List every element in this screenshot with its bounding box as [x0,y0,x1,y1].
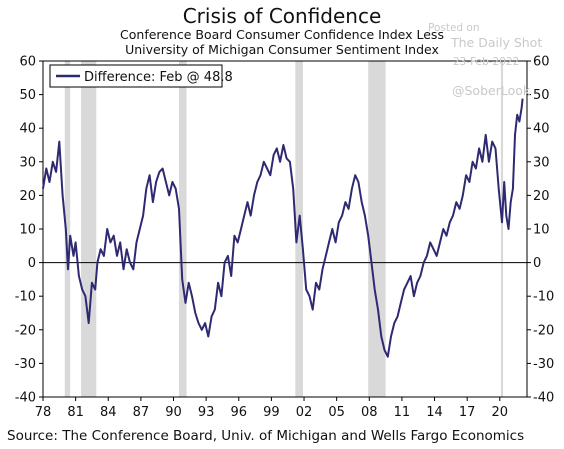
y-tick-label-left: 30 [19,155,36,170]
x-tick-label: 93 [198,405,215,420]
x-axis: 78 81 84 87 90 93 96 99 02 05 08 11 14 17 20 [35,397,508,420]
y-tick-label-left: -40 [15,391,36,406]
y-tick-label-left: -20 [15,323,36,338]
y-tick-label-left: 0 [28,256,36,271]
y-tick-label-left: 10 [19,223,36,238]
recession-band-4 [368,61,386,397]
chart-title: Crisis of Confidence [183,4,382,28]
watermark: Posted on The Daily Shot 23-Feb-2022 @So… [428,22,542,98]
difference-series-line [42,98,524,358]
watermark-posted: Posted on [428,22,480,34]
right-y-axis: -40 -30 -20 -10 0 10 20 30 40 50 60 [527,55,554,406]
y-tick-label-right: 10 [533,223,550,238]
x-tick-label: 96 [231,405,248,420]
plot-frame [42,60,528,398]
legend-box [49,64,223,88]
y-tick-label-right: 0 [533,256,541,271]
y-tick-label-right: -10 [533,290,554,305]
x-tick-label: 78 [35,405,52,420]
y-tick-label-left: -30 [15,357,36,372]
recession-band-0 [64,61,71,397]
y-tick-label-right: 30 [533,155,550,170]
y-tick-label-left: 40 [19,122,36,137]
y-tick-label-right: 60 [533,55,550,70]
y-tick-label-right: 40 [533,122,550,137]
watermark-site: The Daily Shot [450,35,542,50]
x-tick-label: 81 [67,405,84,420]
y-tick-label-left: -10 [15,290,36,305]
recession-band-2 [178,61,187,397]
chart-subtitle-line-2: University of Michigan Consumer Sentimen… [125,42,439,57]
y-tick-label-right: 50 [533,88,550,103]
y-tick-label-left: 50 [19,88,36,103]
x-tick-label: 20 [492,405,509,420]
y-tick-label-right: 20 [533,189,550,204]
y-tick-label-right: -20 [533,323,554,338]
x-tick-label: 87 [133,405,150,420]
y-tick-label-left: 60 [19,55,36,70]
recession-band-3 [295,61,303,397]
x-tick-label: 08 [361,405,378,420]
x-tick-label: 17 [459,405,476,420]
x-tick-label: 05 [328,405,345,420]
recession-band-5 [500,61,504,397]
chart-source: Source: The Conference Board, Univ. of M… [7,428,524,444]
watermark-date: 23-Feb-2022 [453,56,519,68]
recession-shading [64,61,504,397]
legend-label: Difference: Feb @ 48.8 [84,70,233,85]
x-tick-label: 90 [165,405,182,420]
y-tick-label-right: -40 [533,391,554,406]
y-tick-label-left: 20 [19,189,36,204]
x-tick-label: 11 [394,405,411,420]
left-y-axis: -40 -30 -20 -10 0 10 20 30 40 50 60 [15,55,43,406]
recession-band-1 [81,61,97,397]
y-tick-label-right: -30 [533,357,554,372]
chart-subtitle-line-1: Conference Board Consumer Confidence Ind… [120,27,444,42]
x-tick-label: 14 [426,405,443,420]
x-tick-label: 84 [100,405,117,420]
x-tick-label: 02 [296,405,313,420]
watermark-handle: @SoberLook [452,83,531,98]
x-tick-label: 99 [263,405,280,420]
legend: Difference: Feb @ 48.8 [49,64,233,88]
